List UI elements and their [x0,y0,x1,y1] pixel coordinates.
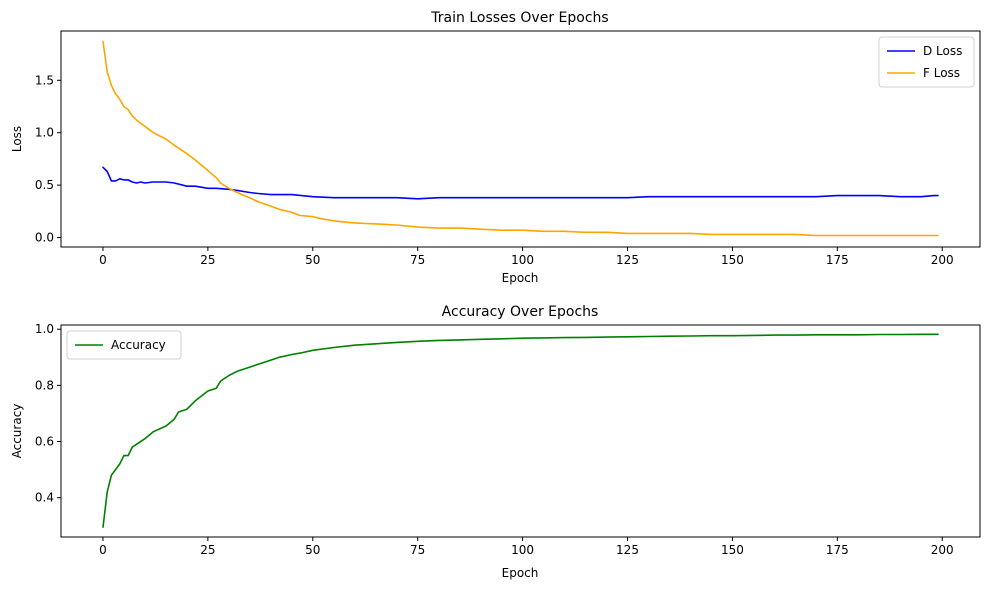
accuracy-xtick-label: 50 [305,543,320,557]
accuracy-xtick-label: 75 [410,543,425,557]
losses-xtick-label: 150 [721,253,744,267]
losses-xtick-label: 100 [511,253,534,267]
accuracy-xtick-label: 0 [99,543,107,557]
losses-axes-frame [60,30,981,248]
accuracy-plot-area: 0 25 50 75 100 125 150 175 200 0.4 0.6 0.8 1.0 Accura… [35,322,954,557]
accuracy-xtick-label: 175 [826,543,849,557]
accuracy-ytick-label: 0.6 [35,435,54,449]
accuracy-xlabel: Epoch [502,566,539,580]
losses-legend-label: D Loss [923,44,962,58]
accuracy-xtick-label: 100 [511,543,534,557]
losses-plot-area: 0 25 50 75 100 125 150 175 200 0.0 0.5 1.0 1.5 D Loss… [35,36,975,267]
accuracy-ytick-label: 1.0 [35,322,54,336]
losses-xtick-label: 25 [200,253,215,267]
losses-ytick-label: 1.0 [35,126,54,140]
losses-ytick-label: 0.5 [35,178,54,192]
losses-xtick-label: 125 [616,253,639,267]
accuracy-legend-box [66,330,182,360]
accuracy-xtick-label: 150 [721,543,744,557]
losses-xtick-label: 50 [305,253,320,267]
losses-xtick-label: 75 [410,253,425,267]
accuracy-legend-label: Accuracy [111,338,166,352]
losses-series-f-loss-line [102,40,939,237]
accuracy-subplot: Accuracy Over Epochs 0 25 50 75 100 125 150 175… [10,304,981,580]
accuracy-ytick-label: 0.4 [35,491,54,505]
losses-ylabel: Loss [10,126,24,152]
accuracy-ylabel: Accuracy [10,404,24,459]
losses-xtick-label: 200 [931,253,954,267]
accuracy-xtick-label: 25 [200,543,215,557]
losses-ytick-label: 0.0 [35,231,54,245]
losses-xtick-label: 175 [826,253,849,267]
accuracy-title: Accuracy Over Epochs [442,304,599,320]
losses-legend-box [878,36,975,88]
accuracy-ytick-label: 0.8 [35,378,54,392]
accuracy-xtick-label: 125 [616,543,639,557]
losses-title: Train Losses Over Epochs [430,10,608,26]
accuracy-series-accuracy-line [102,333,939,529]
losses-subplot: Train Losses Over Epochs 0 25 50 75 100 125 15… [10,10,981,285]
losses-xlabel: Epoch [502,271,539,285]
losses-ytick-label: 1.5 [35,73,54,87]
losses-legend-label: F Loss [923,66,960,80]
accuracy-axes-frame [60,324,981,538]
losses-series-d-loss-line [102,166,939,200]
accuracy-xtick-label: 200 [931,543,954,557]
losses-xtick-label: 0 [99,253,107,267]
